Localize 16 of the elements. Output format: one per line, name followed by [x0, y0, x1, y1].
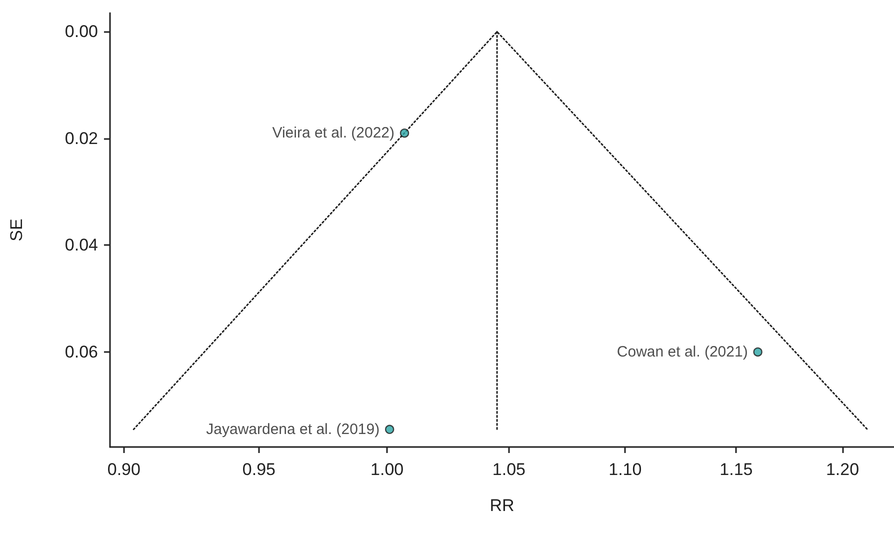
annotation: Jayawardena et al. (2019): [206, 420, 380, 438]
y-tick-label: 0.06: [64, 342, 98, 362]
y-axis-title: SE: [7, 218, 26, 242]
x-tick-label: 1.20: [826, 460, 860, 479]
x-tick-label: 1.05: [492, 460, 526, 479]
y-tick-label: 0.00: [64, 22, 98, 42]
annotation: Vieira et al. (2022): [272, 124, 395, 142]
x-tick-label: 1.00: [370, 460, 404, 479]
x-tick-label: 1.15: [720, 460, 753, 479]
x-tick-label: 0.95: [242, 460, 276, 479]
x-tick-label: 0.90: [107, 460, 140, 479]
x-axis-title: RR: [490, 496, 514, 515]
y-tick-label: 0.04: [64, 236, 98, 255]
x-tick-label: 1.10: [608, 460, 642, 479]
annotation: Cowan et al. (2021): [616, 343, 748, 360]
y-tick-label: 0.02: [64, 128, 98, 148]
